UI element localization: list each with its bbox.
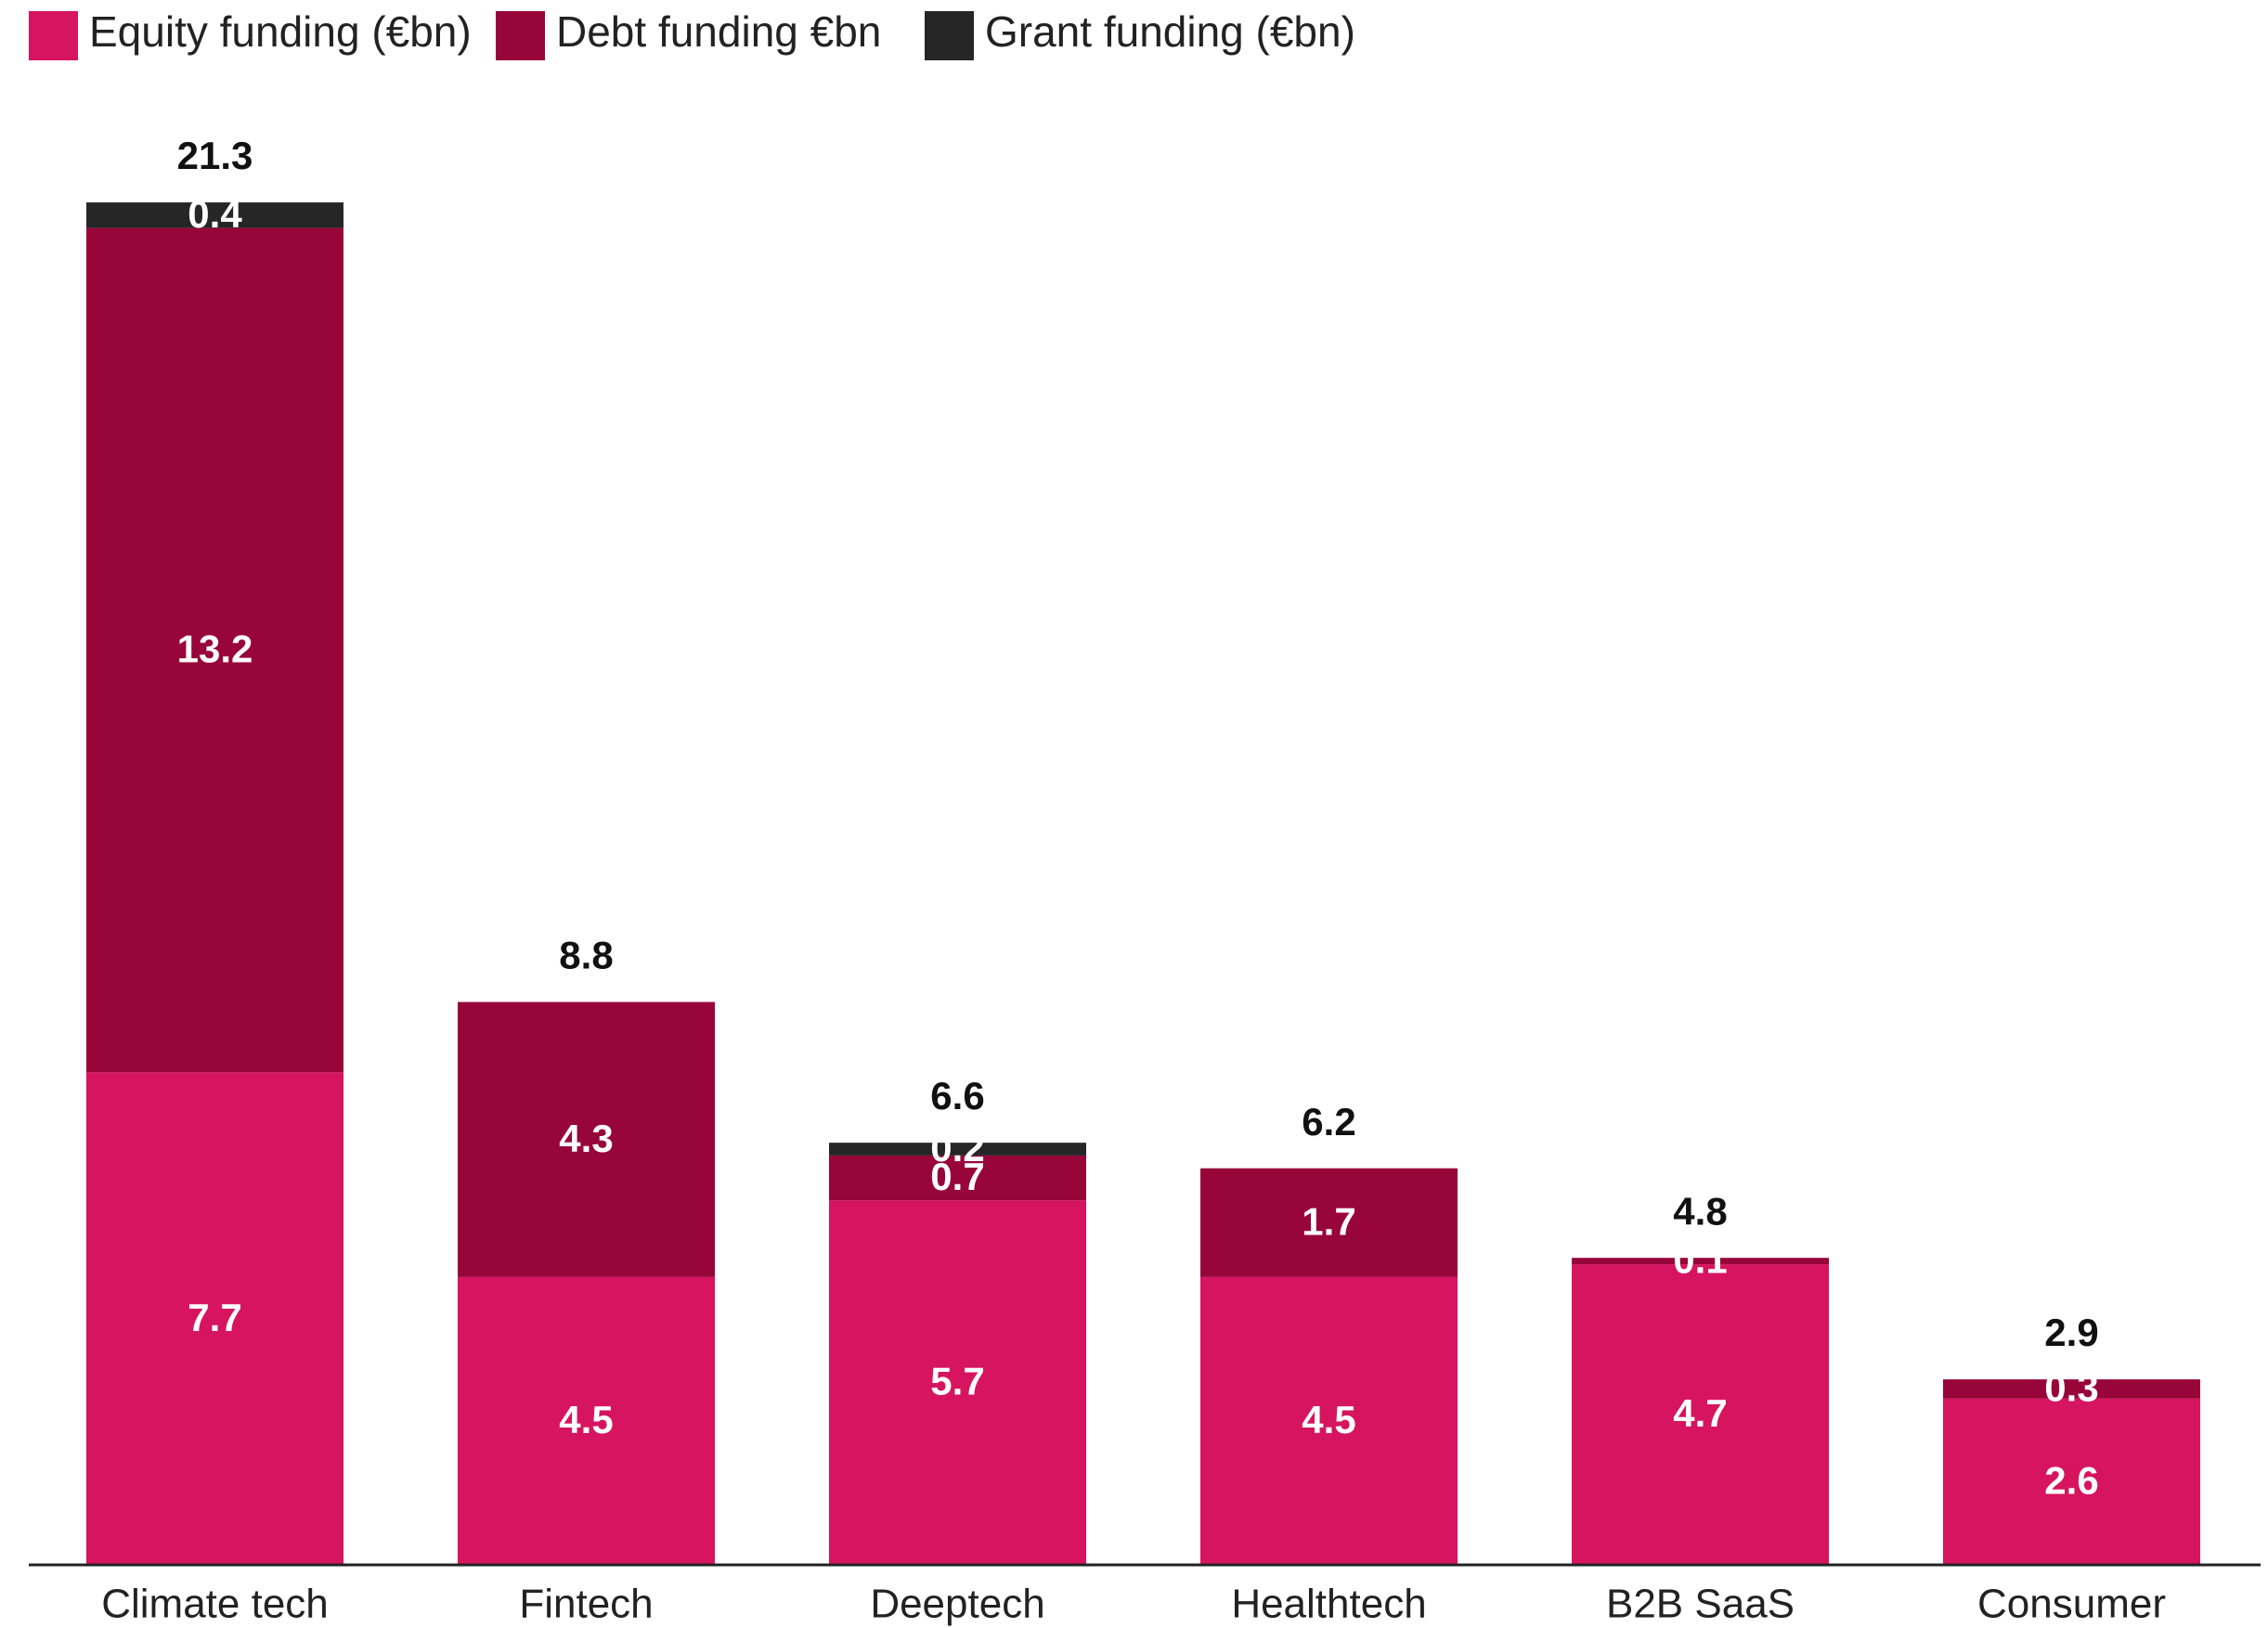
total-label: 6.6 — [930, 1074, 984, 1118]
segment-label: 4.7 — [1673, 1391, 1727, 1435]
bar-segment — [1572, 1258, 1829, 1265]
bar-segment — [458, 1001, 715, 1277]
segment-label: 2.6 — [2044, 1459, 2098, 1503]
total-label: 2.9 — [2044, 1311, 2098, 1354]
bar-segment — [86, 1072, 343, 1565]
segment-label: 4.5 — [1302, 1398, 1355, 1441]
x-tick-label: Climate tech — [101, 1582, 329, 1627]
segment-label: 5.7 — [930, 1360, 984, 1403]
x-tick-label: Fintech — [519, 1582, 653, 1627]
bar-segment — [1572, 1264, 1829, 1565]
segment-label: 0.7 — [930, 1155, 984, 1198]
bar-segment — [86, 227, 343, 1073]
bar-segment — [829, 1155, 1086, 1201]
legend-label: Equity funding (€bn) — [89, 7, 472, 56]
x-tick-label: Healthtech — [1231, 1582, 1426, 1627]
segment-label: 4.5 — [559, 1398, 613, 1441]
total-label: 4.8 — [1673, 1189, 1727, 1233]
legend-label: Debt funding €bn — [556, 7, 881, 56]
segment-label: 4.3 — [559, 1117, 613, 1160]
legend-swatch — [29, 11, 78, 60]
segment-label: 1.7 — [1302, 1199, 1355, 1243]
segment-label: 0.2 — [930, 1126, 984, 1169]
x-tick-label: B2B SaaS — [1606, 1582, 1795, 1627]
segment-label: 0.1 — [1673, 1238, 1727, 1282]
x-tick-label: Deeptech — [870, 1582, 1044, 1627]
segment-label: 0.3 — [2044, 1366, 2098, 1410]
legend-swatch — [496, 11, 545, 60]
bar-segment — [1200, 1168, 1458, 1277]
bar-segment — [1200, 1276, 1458, 1565]
legend-swatch — [925, 11, 974, 60]
total-label: 8.8 — [559, 934, 613, 977]
bar-segment — [1943, 1379, 2200, 1399]
bar-segment — [829, 1200, 1086, 1565]
segment-label: 7.7 — [188, 1296, 241, 1339]
bar-segment — [86, 202, 343, 228]
bar-segment — [1943, 1398, 2200, 1565]
x-tick-label: Consumer — [1977, 1582, 2166, 1627]
total-label: 6.2 — [1302, 1100, 1355, 1143]
total-label: 21.3 — [177, 134, 253, 177]
bar-segment — [829, 1143, 1086, 1156]
legend-label: Grant funding (€bn) — [985, 7, 1355, 56]
segment-label: 13.2 — [177, 627, 253, 671]
bar-segment — [458, 1276, 715, 1565]
segment-label: 0.4 — [188, 192, 242, 236]
